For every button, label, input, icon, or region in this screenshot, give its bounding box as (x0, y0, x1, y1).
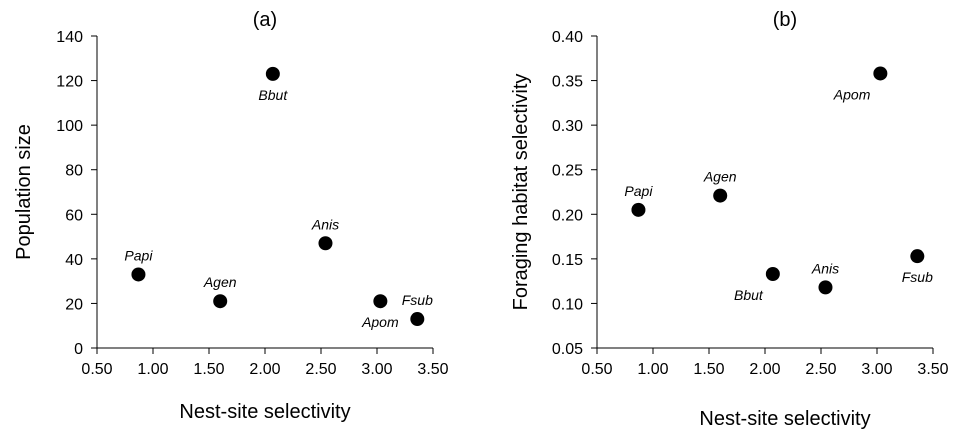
panel-b-y-tick-label: 0.15 (552, 252, 583, 269)
panel-b-y-tick-label: 0.05 (552, 341, 583, 358)
panel-b-point-papi (631, 202, 646, 217)
panel-b-title: (b) (773, 9, 797, 31)
panel-b-y-tick-label: 0.25 (552, 163, 583, 180)
panel-a-x-tick-label: 0.50 (81, 361, 112, 378)
panel-b-x-tick-label: 1.50 (693, 361, 724, 378)
panel-b-point-agen (713, 188, 728, 203)
panel-b-y-tick-label: 0.35 (552, 74, 583, 91)
panel-b-x-axis-title: Nest-site selectivity (699, 408, 870, 430)
panel-a-point-papi (131, 267, 146, 282)
panel-b-point-fsub (910, 249, 925, 264)
panel-b-point-label-apom: Apom (833, 86, 871, 102)
panel-b-x-tick-label: 2.00 (749, 361, 780, 378)
panel-b: (b) Nest-site selectivity Foraging habit… (510, 9, 949, 430)
panel-a-y-tick-label: 40 (65, 252, 83, 269)
panel-b-x-tick-label: 1.00 (637, 361, 668, 378)
panel-b-point-bbut (765, 267, 780, 282)
panel-b-point-label-papi: Papi (624, 183, 653, 199)
panel-a-x-tick-label: 2.50 (305, 361, 336, 378)
panel-b-y-tick-label: 0.40 (552, 29, 583, 46)
panel-b-point-apom (873, 66, 888, 81)
panel-a-title: (a) (253, 9, 277, 31)
panel-a-point-anis (318, 236, 333, 251)
panel-b-x-tick-label: 0.50 (581, 361, 612, 378)
panel-b-x-tick-label: 3.00 (861, 361, 892, 378)
panel-a-x-axis-title: Nest-site selectivity (179, 401, 350, 423)
panel-a-point-label-bbut: Bbut (258, 87, 288, 103)
panel-a-y-tick-label: 20 (65, 296, 83, 313)
panel-b-x-tick-label: 2.50 (805, 361, 836, 378)
panel-a-y-tick-label: 80 (65, 163, 83, 180)
panel-b-point-label-agen: Agen (703, 169, 737, 185)
panel-b-point-label-anis: Anis (811, 260, 839, 276)
panel-a-y-tick-label: 60 (65, 207, 83, 224)
panel-a-point-label-agen: Agen (203, 274, 237, 290)
panel-a-point-label-anis: Anis (311, 216, 339, 232)
panel-a-y-axis-title: Population size (13, 124, 35, 260)
panel-a-point-label-fsub: Fsub (402, 292, 433, 308)
panel-a-y-tick-label: 0 (74, 341, 83, 358)
panel-a-point-apom (373, 294, 388, 309)
panel-a-x-tick-label: 3.50 (417, 361, 448, 378)
panel-b-y-tick-label: 0.30 (552, 118, 583, 135)
panel-a-point-label-papi: Papi (124, 247, 153, 263)
panel-b-y-tick-label: 0.10 (552, 296, 583, 313)
panel-b-x-tick-label: 3.50 (917, 361, 948, 378)
panel-a-x-tick-label: 2.00 (249, 361, 280, 378)
panel-a-x-tick-label: 3.00 (361, 361, 392, 378)
panel-a-point-label-apom: Apom (361, 314, 399, 330)
panel-a-x-tick-label: 1.00 (137, 361, 168, 378)
panel-b-point-label-bbut: Bbut (734, 287, 764, 303)
panel-a-x-tick-label: 1.50 (193, 361, 224, 378)
panel-a-y-tick-label: 120 (56, 74, 83, 91)
panel-a: (a) Nest-site selectivity Population siz… (13, 9, 449, 423)
panel-a-point-bbut (265, 66, 280, 81)
panel-b-point-label-fsub: Fsub (902, 269, 933, 285)
panel-b-y-tick-label: 0.20 (552, 207, 583, 224)
panel-a-y-tick-label: 100 (56, 118, 83, 135)
panel-b-y-axis-title: Foraging habitat selectivity (510, 74, 532, 311)
panel-b-point-anis (818, 280, 833, 295)
panel-a-point-fsub (410, 312, 425, 327)
panel-a-y-tick-label: 140 (56, 29, 83, 46)
panel-a-point-agen (213, 294, 228, 309)
